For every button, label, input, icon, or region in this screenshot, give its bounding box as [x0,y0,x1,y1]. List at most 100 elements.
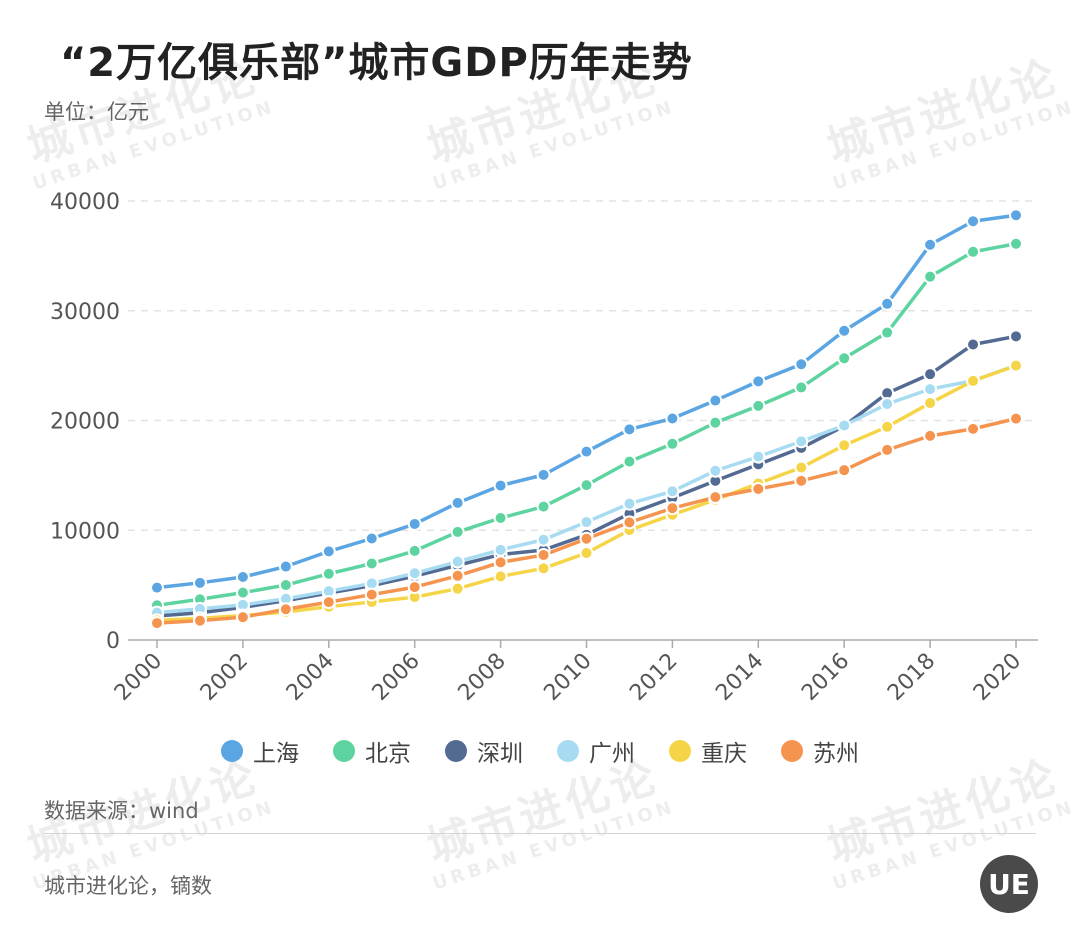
data-point [450,524,465,539]
data-point [880,419,895,434]
x-tick-label: 2002 [196,649,253,706]
legend-item[interactable]: 苏州 [781,734,859,768]
data-point [493,542,508,557]
legend-item[interactable]: 重庆 [669,734,747,768]
data-point [364,531,379,546]
data-point [364,587,379,602]
legend-label: 深圳 [477,741,523,767]
data-point [579,515,594,530]
data-point [278,559,293,574]
data-point [321,566,336,581]
data-point [192,575,207,590]
data-point [923,428,938,443]
data-point [450,495,465,510]
x-tick-label: 2006 [368,649,425,706]
data-point [665,501,680,516]
data-point [150,580,164,595]
data-point [622,454,637,469]
data-point [665,436,680,451]
data-point [450,581,465,596]
data-point [708,463,723,478]
data-point [751,398,766,413]
series-line-深圳 [156,334,1017,618]
data-point [1009,236,1023,251]
data-point [966,337,981,352]
data-point [751,374,766,389]
legend-item[interactable]: 上海 [221,734,299,768]
data-point [536,532,551,547]
data-point [837,418,852,433]
data-point [622,496,637,511]
legend-label: 广州 [589,741,635,767]
data-point [923,269,938,284]
data-point [751,481,766,496]
data-point [1009,329,1023,344]
x-tick-label: 2012 [625,649,682,706]
legend-item[interactable]: 北京 [333,734,411,768]
data-point [493,569,508,584]
legend-marker [781,740,803,762]
x-tick-label: 2000 [110,649,167,706]
x-tick-label: 2004 [282,649,339,706]
data-point [235,569,250,584]
data-source: 数据来源：wind [44,799,199,823]
data-point [708,490,723,505]
footer-credit: 城市进化论，镝数 [44,874,212,898]
data-point [837,351,852,366]
legend-marker [669,740,691,762]
data-point [493,511,508,526]
legend-marker [333,740,355,762]
legend-label: 北京 [365,741,411,767]
chart-legend: 上海 北京 深圳 广州 重庆 苏州 [0,734,1080,768]
data-point [536,561,551,576]
legend-item[interactable]: 深圳 [445,734,523,768]
data-point [837,463,852,478]
data-point [923,382,938,397]
legend-marker [557,740,579,762]
data-point [407,580,422,595]
x-tick-label: 2016 [797,649,854,706]
data-point [579,478,594,493]
data-point [450,554,465,569]
data-point [751,449,766,464]
data-point [579,444,594,459]
data-point [364,556,379,571]
x-tick-label: 2018 [883,649,940,706]
data-point [923,396,938,411]
data-point [150,616,164,631]
data-point [321,544,336,559]
x-tick-label: 2020 [969,649,1026,706]
data-point [407,516,422,531]
data-point [880,296,895,311]
legend-label: 上海 [253,741,299,767]
data-point [837,438,852,453]
data-point [1009,208,1023,223]
data-point [579,546,594,561]
y-tick-label: 40000 [50,190,120,215]
legend-marker [445,740,467,762]
data-point [493,478,508,493]
legend-item[interactable]: 广州 [557,734,635,768]
data-point [278,602,293,617]
y-tick-label: 20000 [50,410,120,435]
data-point [622,515,637,530]
data-point [235,610,250,625]
data-point [407,566,422,581]
data-point [450,568,465,583]
data-point [794,380,809,395]
data-point [966,373,981,388]
data-point [493,555,508,570]
chart-title: “2万亿俱乐部”城市GDP历年走势 [60,40,693,86]
data-point [536,499,551,514]
data-point [966,244,981,259]
data-point [923,237,938,252]
legend-marker [221,740,243,762]
y-tick-label: 10000 [50,519,120,544]
brand-logo: UE [980,855,1038,913]
unit-label: 单位：亿元 [44,100,149,124]
x-tick-label: 2010 [539,649,596,706]
data-point [622,422,637,437]
data-point [966,421,981,436]
data-point [923,367,938,382]
data-point [321,595,336,610]
